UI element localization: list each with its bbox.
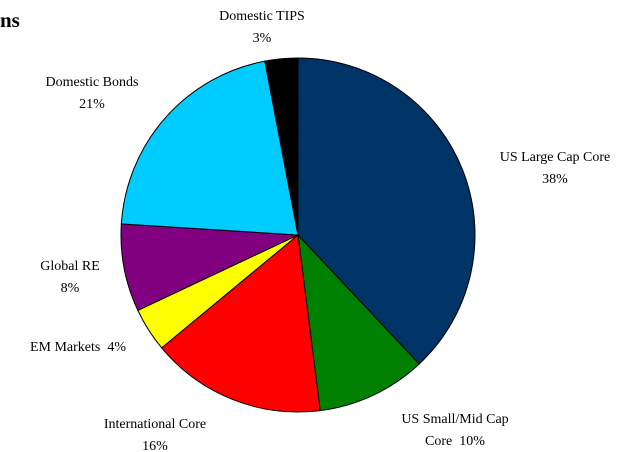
category-label: US Large Cap Core xyxy=(499,150,611,165)
slice-label: Domestic Bonds 21% xyxy=(12,72,172,116)
pie-slice xyxy=(160,234,321,413)
slice-label: US Large Cap Core 38% xyxy=(475,147,630,191)
chart-title: ns xyxy=(0,8,20,32)
value-label: 4% xyxy=(107,340,127,355)
pie-slice xyxy=(297,233,420,412)
category-label: Domestic Bonds xyxy=(45,75,139,90)
slice-label: International Core 16% xyxy=(75,414,235,452)
value-label: 16% xyxy=(142,439,168,452)
value-label: 8% xyxy=(60,281,80,296)
value-label: 10% xyxy=(459,434,485,449)
category-label: US Small/Mid Cap Core xyxy=(401,412,509,449)
slice-label: Domestic TIPS 3% xyxy=(182,6,342,50)
slice-label: Global RE 8% xyxy=(10,256,130,300)
category-label: EM Markets xyxy=(29,340,101,355)
value-label: 21% xyxy=(79,97,105,112)
pie-slice xyxy=(120,60,299,236)
value-label: 3% xyxy=(252,31,272,46)
slice-label: EM Markets 4% xyxy=(0,337,158,359)
pie-slice xyxy=(264,57,299,236)
pie-slice xyxy=(120,223,299,312)
pie-slice xyxy=(297,57,476,365)
value-label: 38% xyxy=(542,172,568,187)
category-label: International Core xyxy=(103,417,207,432)
category-label: Global RE xyxy=(40,259,100,274)
category-label: Domestic TIPS xyxy=(219,9,305,24)
slice-label: US Small/Mid Cap Core 10% xyxy=(393,409,518,452)
